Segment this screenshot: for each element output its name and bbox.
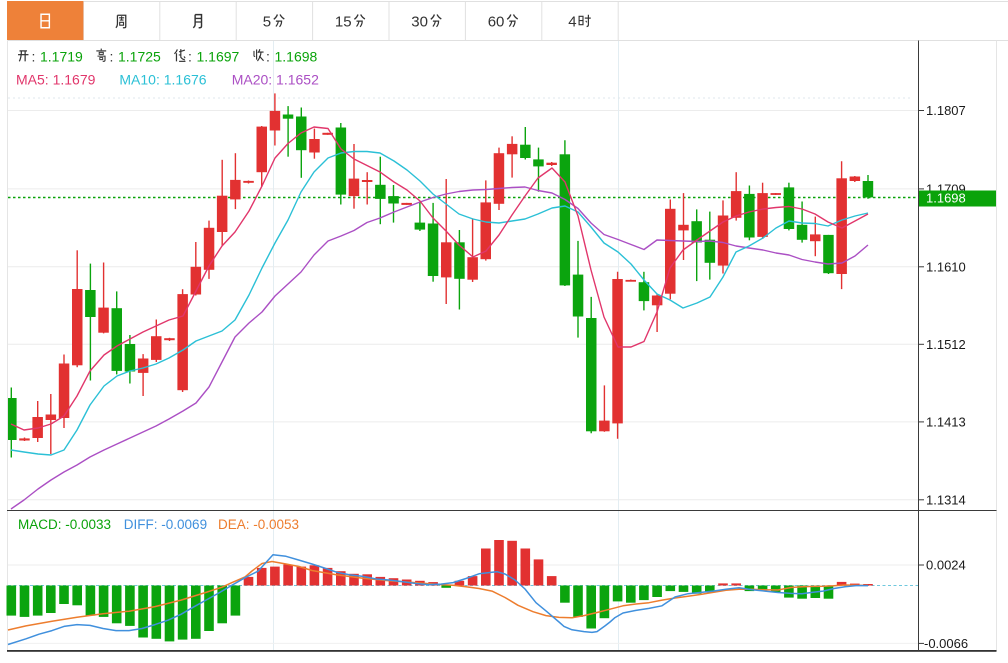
svg-text:1.1719: 1.1719 <box>40 49 83 65</box>
svg-text:1.1807: 1.1807 <box>926 103 966 118</box>
svg-text:-0.0066: -0.0066 <box>924 636 968 651</box>
svg-text:1.1610: 1.1610 <box>926 259 966 274</box>
svg-text:0.0024: 0.0024 <box>926 558 966 573</box>
svg-text:1.1725: 1.1725 <box>118 49 161 65</box>
svg-text:4: 4 <box>568 14 576 31</box>
svg-text::: : <box>266 49 270 65</box>
svg-text:15: 15 <box>335 14 352 31</box>
svg-text:DEA: -0.0053: DEA: -0.0053 <box>218 517 299 532</box>
svg-text:MA5: 1.1679: MA5: 1.1679 <box>16 72 96 88</box>
svg-text:1.1697: 1.1697 <box>197 49 240 65</box>
svg-text:DIFF: -0.0069: DIFF: -0.0069 <box>124 517 207 532</box>
svg-text:MA10: 1.1676: MA10: 1.1676 <box>119 72 206 88</box>
svg-text:MACD: -0.0033: MACD: -0.0033 <box>18 517 111 532</box>
svg-text:MA20: 1.1652: MA20: 1.1652 <box>232 72 319 88</box>
svg-text:30: 30 <box>411 14 428 31</box>
svg-text::: : <box>32 49 36 65</box>
svg-text::: : <box>188 49 192 65</box>
svg-text:1.1698: 1.1698 <box>275 49 318 65</box>
svg-text:1.1413: 1.1413 <box>926 414 966 429</box>
svg-text::: : <box>110 49 114 65</box>
svg-text:60: 60 <box>488 14 505 31</box>
svg-text:5: 5 <box>263 14 271 31</box>
svg-text:1.1512: 1.1512 <box>926 337 966 352</box>
svg-text:1.1314: 1.1314 <box>926 492 966 507</box>
svg-text:1.1698: 1.1698 <box>926 191 966 206</box>
